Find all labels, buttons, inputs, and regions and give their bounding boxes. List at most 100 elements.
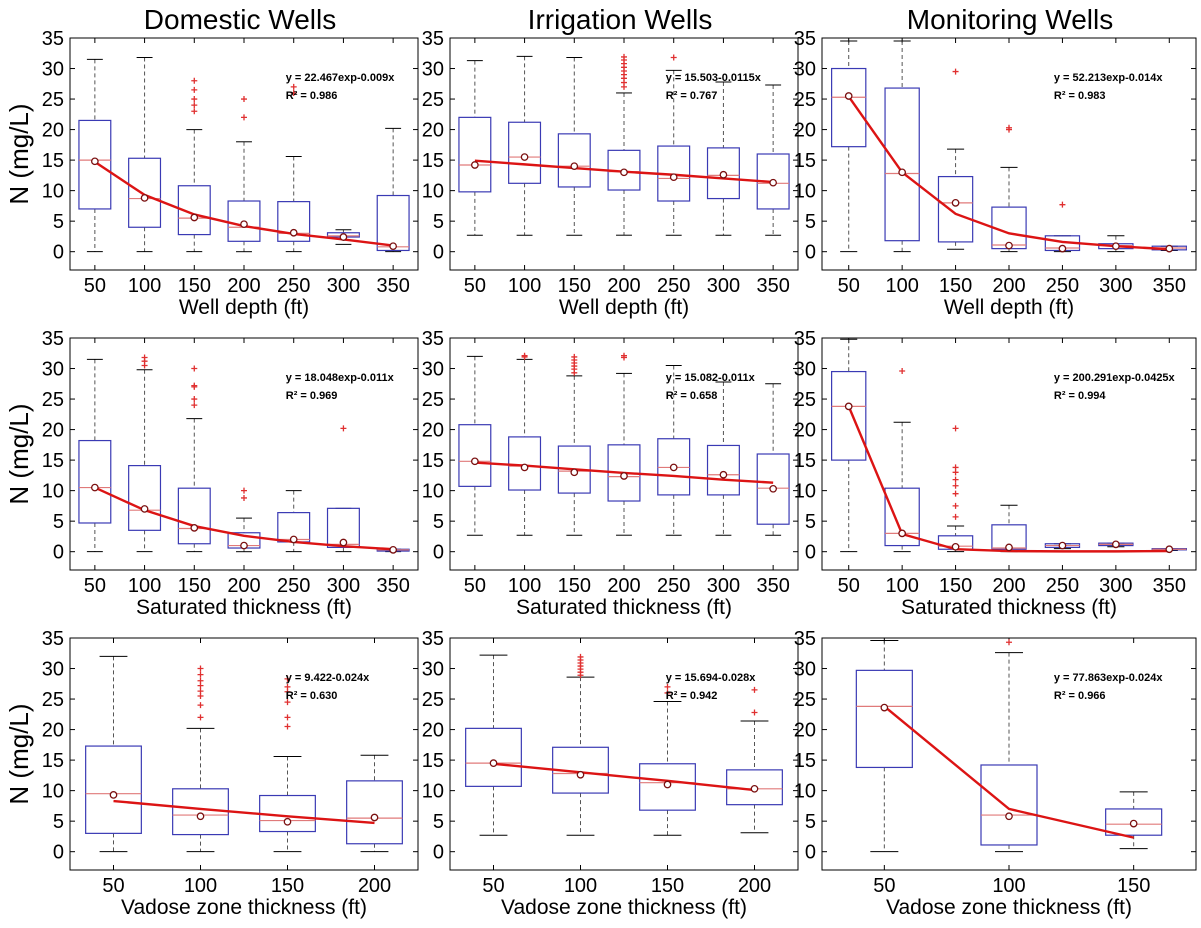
outlier-marker	[197, 714, 204, 721]
mean-marker	[750, 784, 759, 793]
box-350	[756, 383, 790, 536]
x-tick-label: 100	[184, 875, 217, 897]
plot-frame	[69, 337, 419, 571]
panel-monitoring-saturated: 0 5 10 15 20 25 30 35 50 100 150 200 250 300 350 y = 20…	[794, 328, 1197, 619]
mean-marker	[898, 168, 906, 177]
outlier-marker	[621, 53, 627, 60]
panel-irrigation-saturated: 0 5 10 15 20 25 30 35 50 100 150 200 250 300 350 y = 15…	[422, 328, 799, 619]
iqr-box	[326, 507, 360, 549]
y-tick-label: 15	[42, 450, 64, 472]
x-tick-label: 250	[657, 275, 690, 297]
y-tick-label: 35	[794, 328, 816, 350]
fit-r-squared: R² = 0.994	[1054, 390, 1107, 402]
x-tick-label: 50	[84, 275, 106, 297]
x-tick-label: 100	[564, 875, 597, 897]
box-50	[855, 639, 913, 853]
x-tick-label: 100	[885, 575, 918, 597]
iqr-box	[277, 201, 311, 242]
fit-r-squared: R² = 0.986	[286, 90, 338, 102]
x-tick-label: 250	[657, 575, 690, 597]
y-tick-label: 15	[422, 750, 444, 772]
y-tick-label: 5	[53, 211, 64, 233]
title-irrigation-wells: Irrigation Wells	[527, 4, 713, 35]
mean-marker	[1005, 543, 1013, 552]
y-tick-label: 0	[805, 842, 816, 864]
x-tick-label: 100	[128, 575, 161, 597]
y-tick-label: 10	[42, 781, 64, 803]
outlier-marker	[1006, 639, 1012, 646]
y-tick-label: 5	[53, 811, 64, 833]
y-tick-label: 5	[433, 211, 444, 233]
fit-line	[493, 762, 755, 792]
x-tick-label: 200	[227, 575, 260, 597]
mean-marker	[289, 535, 298, 544]
y-tick-label: 10	[42, 481, 64, 503]
title-monitoring-wells: Monitoring Wells	[906, 4, 1114, 35]
outlier-marker	[664, 689, 671, 696]
box-150	[639, 683, 696, 836]
fit-r-squared: R² = 0.942	[666, 690, 718, 702]
x-tick-label: 150	[558, 575, 591, 597]
y-tick-label: 5	[805, 511, 816, 533]
y-tick-label: 25	[422, 689, 444, 711]
fit-line	[113, 799, 375, 825]
outlier-marker	[141, 354, 148, 361]
mean-marker	[669, 173, 678, 182]
x-tick-label: 150	[178, 275, 211, 297]
outlier-marker	[952, 68, 959, 75]
x-tick-label: 150	[558, 275, 591, 297]
y-tick-label: 30	[422, 659, 444, 681]
plot-frame	[821, 37, 1197, 271]
iqr-box	[78, 439, 112, 524]
iqr-box	[376, 194, 410, 252]
outlier-marker	[952, 425, 959, 432]
fit-equation: y = 15.503-0.0115x	[666, 72, 762, 84]
x-tick-label: 350	[376, 275, 409, 297]
outlier-marker	[670, 54, 677, 61]
y-tick-label: 20	[422, 720, 444, 742]
x-tick-label: 150	[1117, 875, 1150, 897]
outlier-marker	[751, 686, 758, 693]
mean-marker	[1005, 241, 1013, 250]
outlier-marker	[571, 353, 578, 360]
mean-marker	[1058, 541, 1067, 550]
y-tick-label: 5	[433, 511, 444, 533]
outlier-marker	[284, 699, 291, 706]
outlier-marker	[191, 77, 198, 84]
x-tick-label: 300	[1099, 275, 1132, 297]
x-tick-label: 50	[464, 575, 486, 597]
mean-marker	[140, 505, 149, 513]
mean-marker	[339, 233, 348, 241]
y-tick-label: 10	[422, 481, 444, 503]
y-tick-label: 35	[422, 28, 444, 50]
outlier-marker	[952, 476, 959, 483]
panel-irrigation-depth: 0 5 10 15 20 25 30 35 50 100 150 200 250 300 350 y = 15…	[422, 28, 799, 319]
y-tick-label: 35	[42, 628, 64, 650]
y-tick-label: 25	[794, 389, 816, 411]
y-tick-label: 35	[794, 28, 816, 50]
outlier-marker	[284, 675, 291, 682]
outlier-marker	[191, 382, 198, 389]
y-tick-label: 10	[794, 181, 816, 203]
x-tick-label: 300	[707, 275, 740, 297]
mean-marker	[190, 524, 199, 532]
x-tick-label: 300	[327, 275, 360, 297]
box-50	[831, 338, 867, 553]
y-tick-label: 5	[433, 811, 444, 833]
x-tick-label: 200	[607, 275, 640, 297]
plot-frame	[69, 637, 419, 871]
mean-marker	[951, 198, 960, 207]
x-tick-label: 100	[508, 275, 541, 297]
x-tick-label: 350	[1153, 575, 1186, 597]
x-tick-label: 200	[992, 575, 1025, 597]
panel-domestic-vadose: 0 5 10 15 20 25 30 35 50 100 150 200 y = 9.422-0.024…	[4, 628, 419, 919]
mean-marker	[620, 168, 628, 177]
mean-marker	[190, 213, 199, 222]
y-tick-label: 35	[422, 328, 444, 350]
outlier-marker	[521, 352, 528, 359]
y-tick-label: 35	[794, 628, 816, 650]
mean-marker	[471, 161, 479, 169]
y-tick-label: 20	[42, 720, 64, 742]
outlier-marker	[621, 352, 627, 359]
outlier-marker	[952, 482, 959, 489]
